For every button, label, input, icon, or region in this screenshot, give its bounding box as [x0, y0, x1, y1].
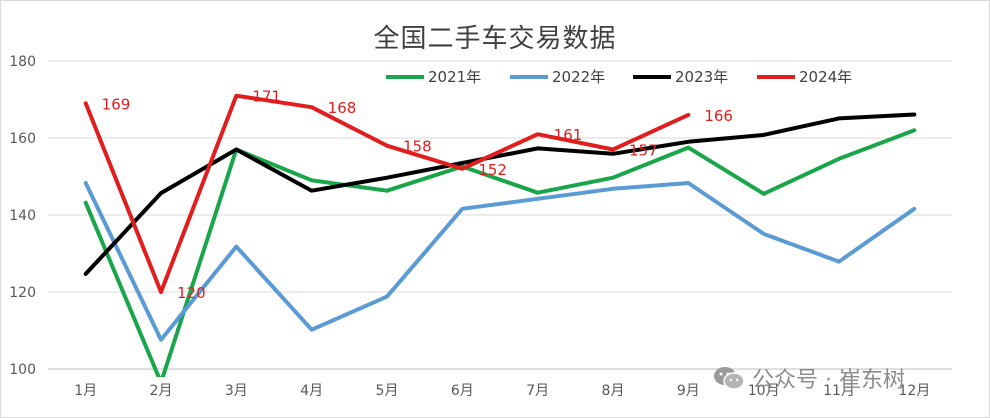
x-tick-label: 3月 [225, 383, 248, 399]
x-tick-label: 1月 [74, 383, 97, 399]
data-label: 152 [478, 161, 507, 179]
data-label: 168 [328, 99, 357, 117]
data-labels: 169 120 171 168 158 152 161 157 166 [102, 88, 733, 302]
data-label: 169 [102, 95, 131, 113]
data-label: 166 [704, 107, 733, 125]
x-tick-label: 7月 [526, 383, 549, 399]
y-tick-label: 100 [9, 362, 36, 378]
wechat-icon [712, 364, 746, 392]
x-tick-label: 9月 [677, 383, 700, 399]
chart-title: 全国二手车交易数据 [373, 24, 617, 54]
data-label: 171 [252, 88, 281, 106]
legend-label: 2023年 [675, 68, 728, 86]
series-line-2021年 [83, 128, 917, 377]
series-line-2023年 [83, 112, 917, 276]
legend-label: 2021年 [428, 68, 481, 86]
y-tick-label: 140 [9, 208, 36, 224]
data-label: 157 [629, 142, 658, 160]
data-label: 161 [554, 126, 583, 144]
x-tick-label: 4月 [300, 383, 323, 399]
x-tick-label: 8月 [602, 383, 625, 399]
data-label: 120 [177, 284, 206, 302]
x-tick-label: 11月 [823, 383, 855, 399]
gridlines [48, 60, 952, 293]
x-tick-label: 12月 [898, 383, 930, 399]
series-line-2024年 [83, 93, 691, 294]
legend: 2021年 2022年 2023年 2024年 [386, 68, 852, 86]
data-label: 158 [403, 138, 432, 156]
y-tick-label: 120 [9, 285, 36, 301]
y-tick-label: 180 [9, 54, 36, 70]
legend-label: 2022年 [552, 68, 605, 86]
y-tick-label: 160 [9, 131, 36, 147]
series-line-2022年 [83, 181, 917, 342]
y-axis-ticks: 100 120 140 160 180 [9, 54, 36, 378]
x-tick-label: 5月 [376, 383, 399, 399]
legend-label: 2024年 [799, 68, 852, 86]
x-tick-label: 2月 [150, 383, 173, 399]
watermark-text: 公众号 · 崔东树 [752, 368, 905, 393]
x-axis-ticks: 1月 2月 3月 4月 5月 6月 7月 8月 9月 10月 11月 12月 [74, 383, 930, 399]
series-lines [83, 93, 917, 377]
x-tick-label: 6月 [451, 383, 474, 399]
watermark: 公众号 · 崔东树 [712, 362, 905, 394]
x-tick-label: 10月 [748, 383, 780, 399]
